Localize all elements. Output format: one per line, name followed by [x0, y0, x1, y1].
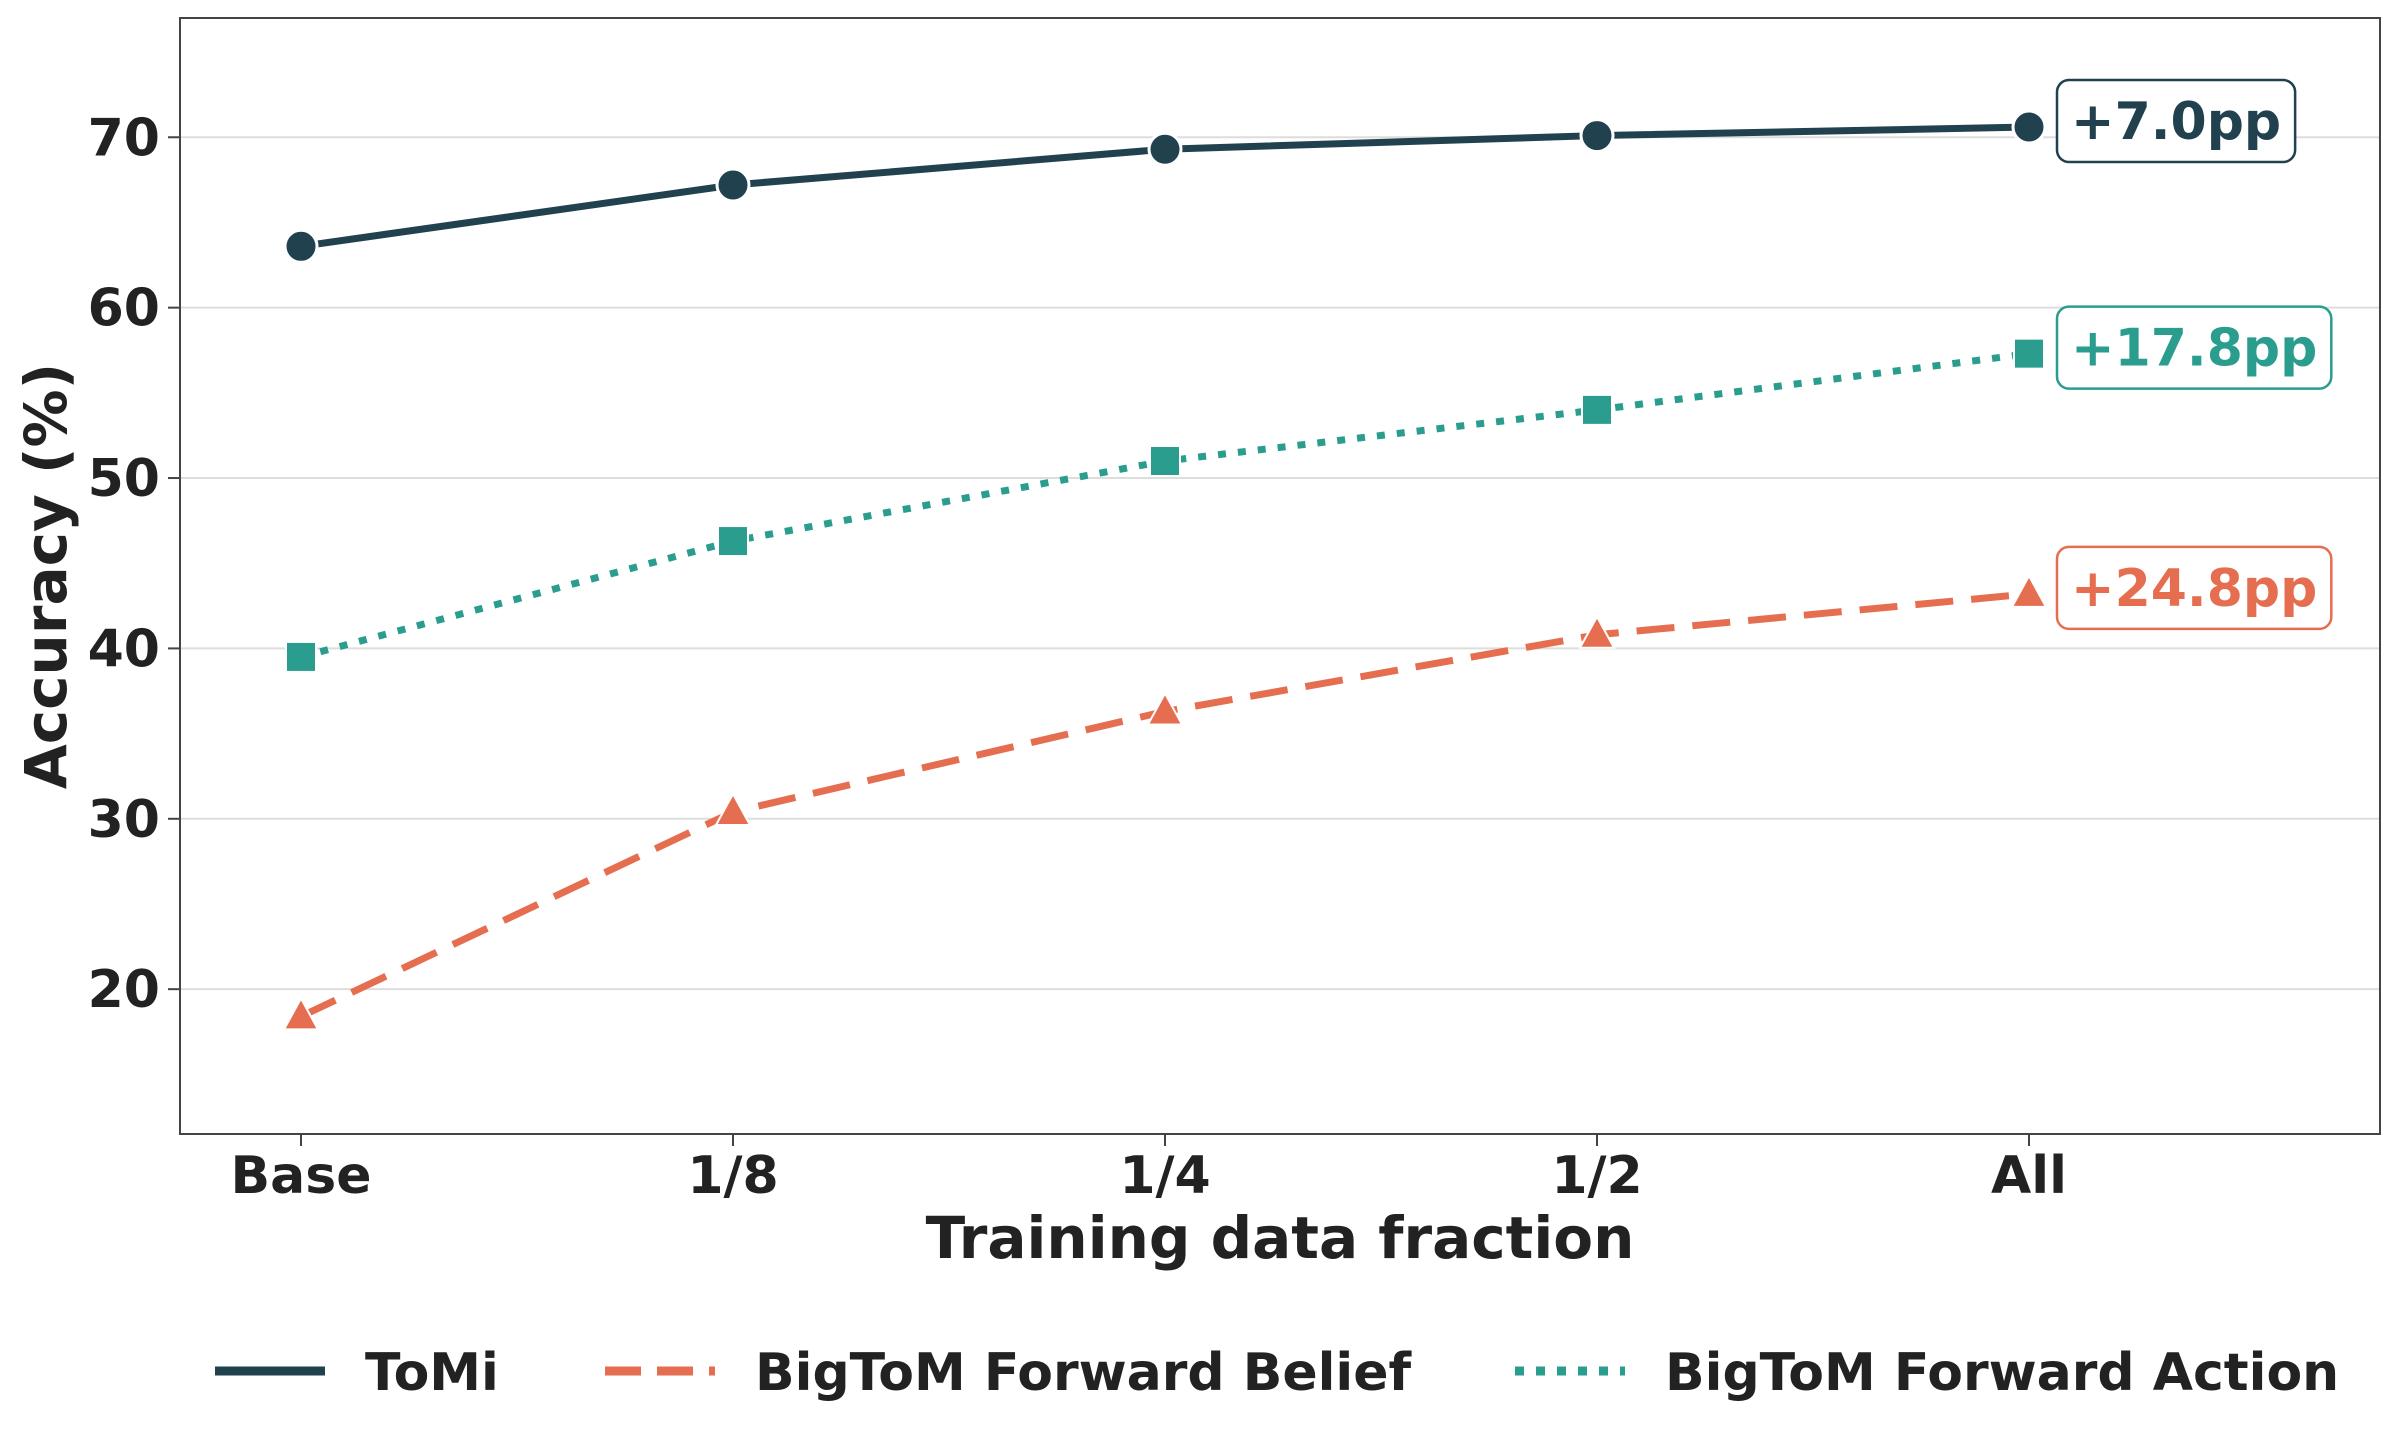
- y-tick-label: 70: [88, 108, 160, 168]
- y-tick-label: 40: [88, 619, 160, 679]
- x-tick-label: Base: [231, 1146, 372, 1206]
- gridlines: [180, 136, 2380, 991]
- data-point-marker: [2011, 109, 2047, 145]
- series-line-1: [299, 590, 2030, 1020]
- y-axis-title: Accuracy (%): [12, 363, 80, 789]
- annotations: +7.0pp +24.8pp +17.8pp: [2055, 78, 2333, 631]
- annotation-label: +24.8pp: [2071, 559, 2317, 619]
- x-tick-label: All: [1991, 1146, 2067, 1206]
- data-point-marker: [285, 640, 317, 673]
- annotation-label: +7.0pp: [2071, 92, 2281, 152]
- x-axis-title: Training data fraction: [926, 1204, 1635, 1272]
- y-tick-label: 30: [88, 790, 160, 850]
- data-point-marker: [717, 525, 749, 558]
- legend-label: BigToM Forward Belief: [755, 1343, 1413, 1403]
- y-tick-label: 50: [88, 449, 160, 509]
- annotation-box: [2055, 78, 2297, 164]
- series-markers: [282, 109, 2048, 1031]
- data-point-marker: [714, 791, 752, 826]
- plot-frame: [179, 17, 2381, 1135]
- x-tick-label: 1/4: [1119, 1146, 1210, 1206]
- y-tick-label: 60: [88, 279, 160, 339]
- data-point-marker: [715, 167, 751, 203]
- data-point-marker: [1147, 131, 1183, 167]
- y-axis-ticks: 20 30 40 50 60 70: [88, 108, 180, 1020]
- x-axis-ticks: Base 1/8 1/4 1/2 All: [231, 1134, 2067, 1206]
- data-point-marker: [1146, 691, 1184, 726]
- annotation-box: [2055, 305, 2333, 390]
- data-point-marker: [2010, 573, 2048, 608]
- data-point-marker: [1581, 393, 1613, 426]
- x-tick-label: 1/8: [687, 1146, 778, 1206]
- data-point-marker: [1578, 614, 1616, 649]
- legend: ToMi BigToM Forward Belief BigToM Forward …: [215, 1343, 2339, 1403]
- series-line-2: [300, 350, 2030, 661]
- series-lines: [299, 123, 2030, 1020]
- data-point-marker: [1579, 118, 1615, 154]
- x-tick-label: 1/2: [1551, 1146, 1642, 1206]
- legend-label: ToMi: [365, 1343, 499, 1403]
- data-point-marker: [2013, 337, 2045, 370]
- legend-label: BigToM Forward Action: [1665, 1343, 2339, 1403]
- data-point-marker: [283, 228, 319, 264]
- data-point-marker: [1149, 444, 1181, 477]
- data-point-marker: [282, 996, 320, 1031]
- annotation-box: [2055, 545, 2333, 631]
- annotation-label: +17.8pp: [2071, 319, 2317, 379]
- y-tick-label: 20: [88, 960, 160, 1020]
